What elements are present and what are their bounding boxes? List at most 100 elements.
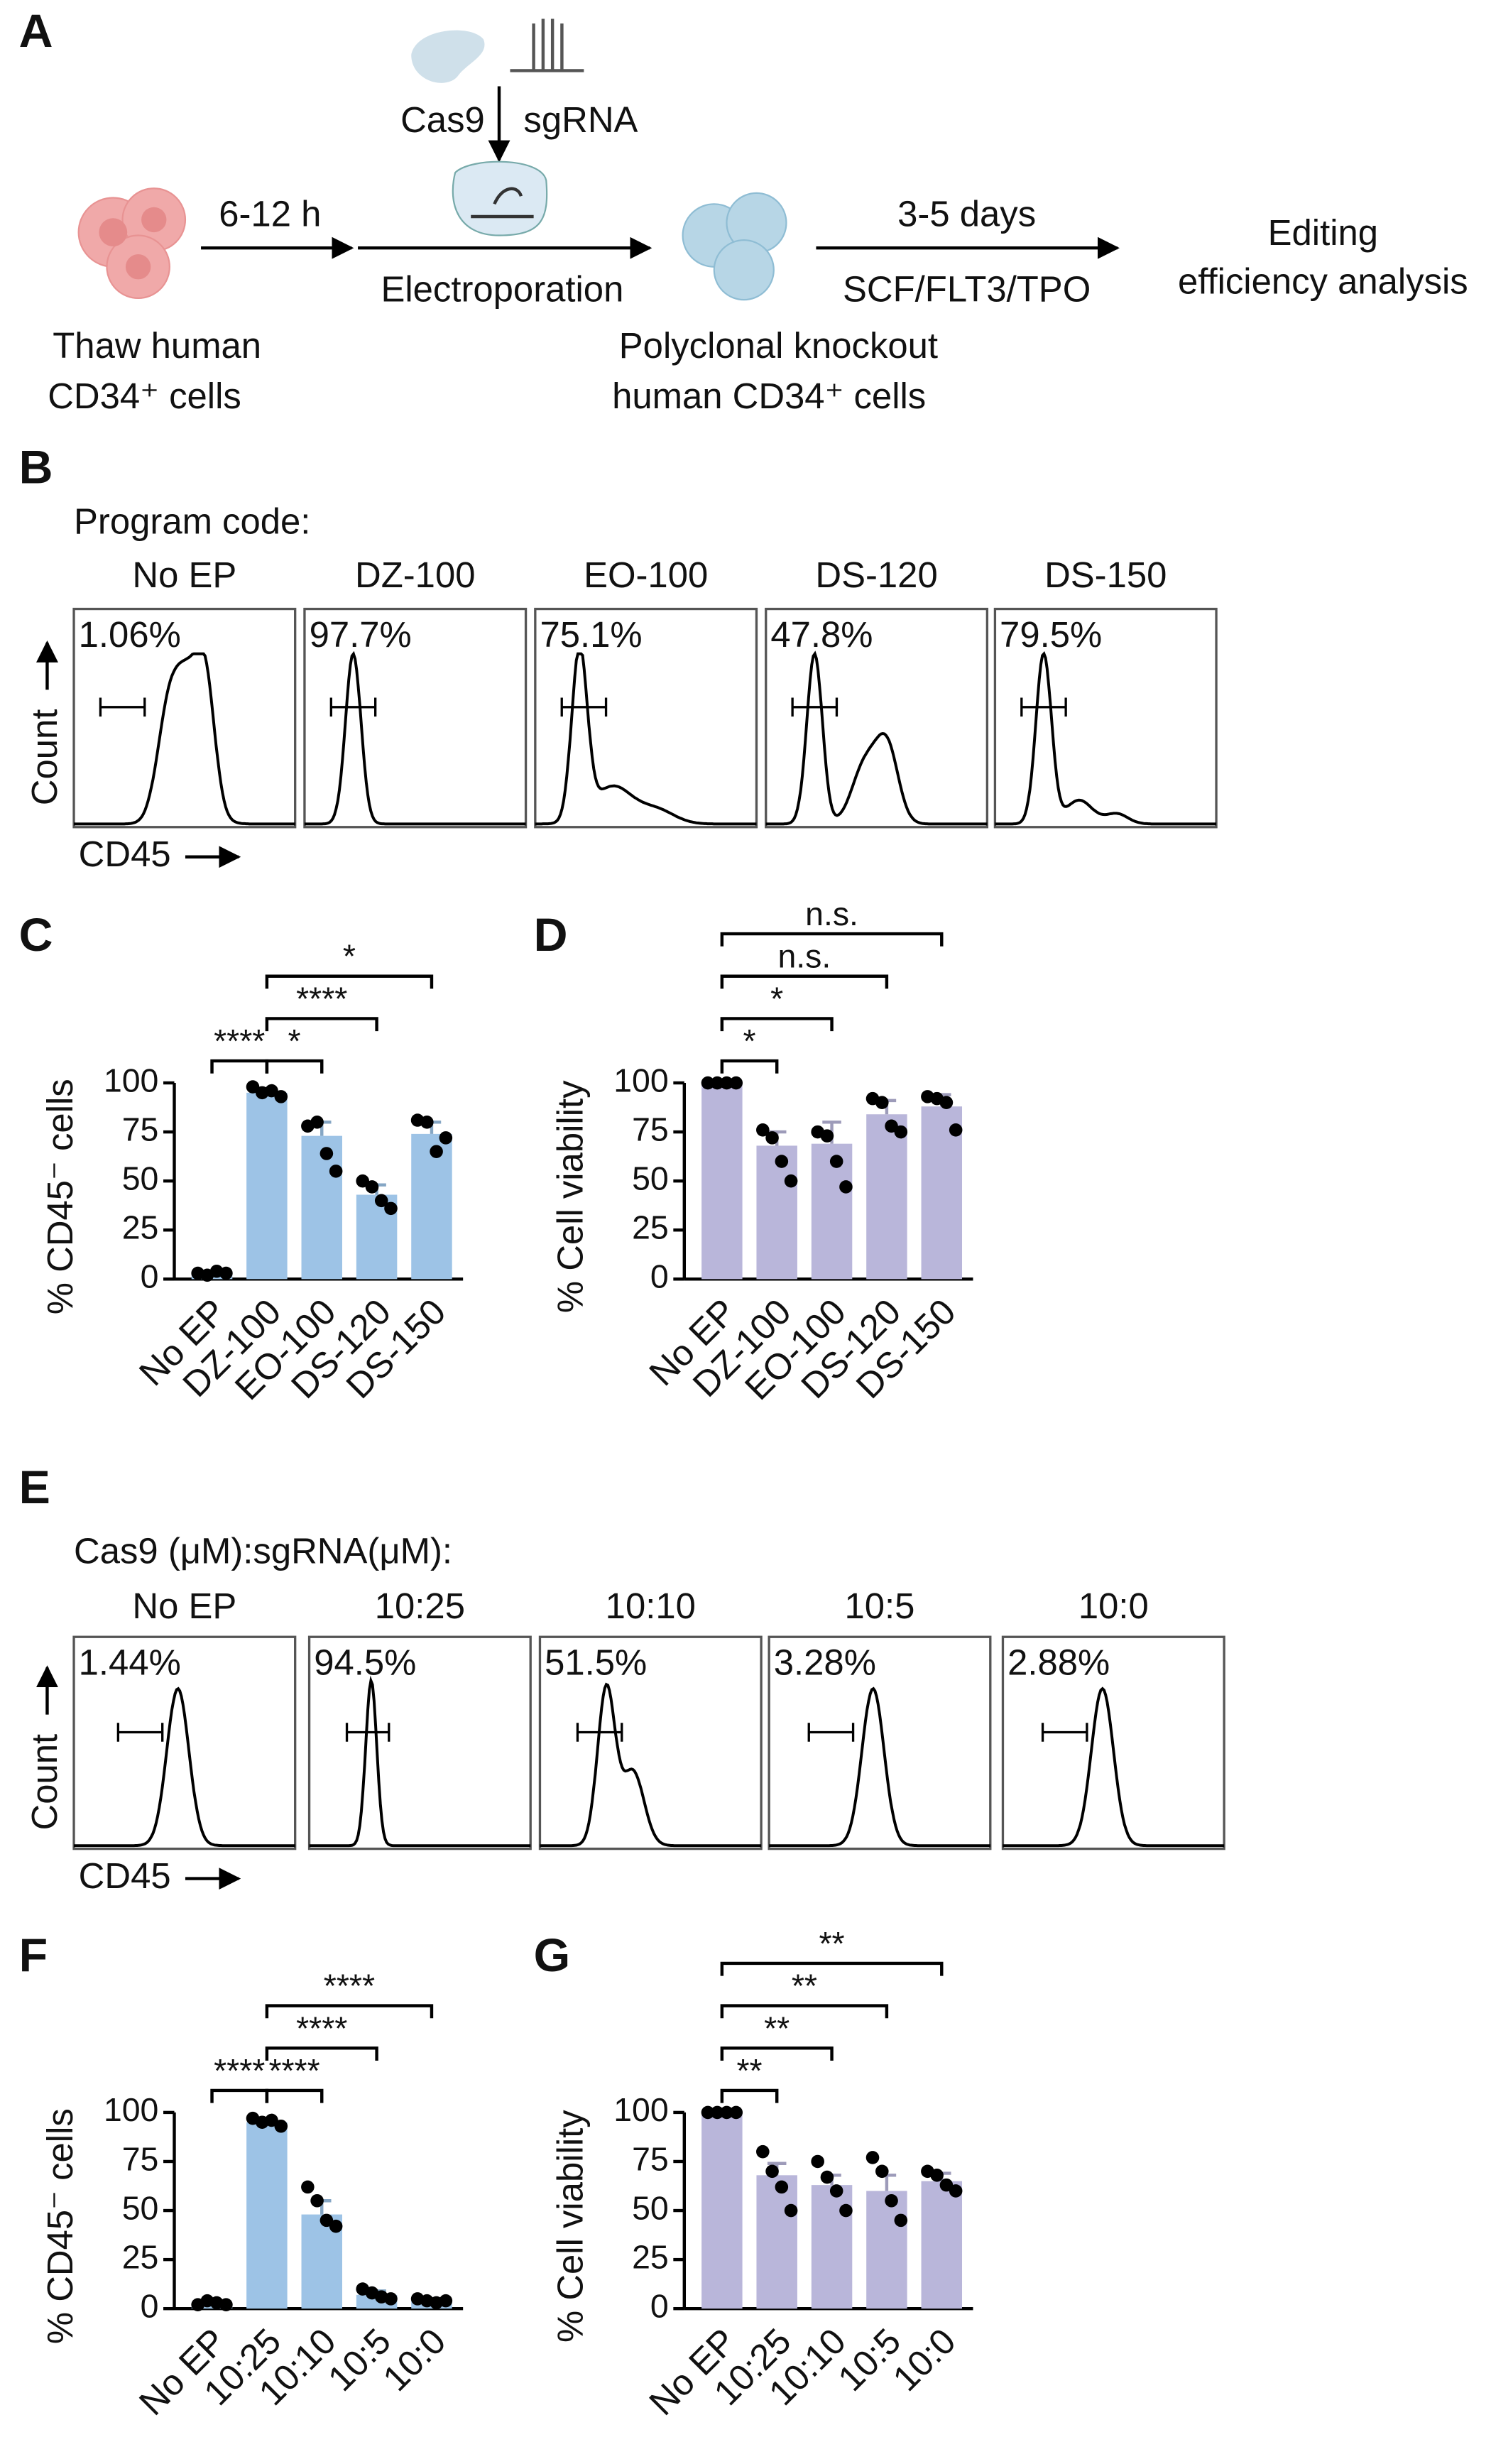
data-point [301, 2180, 315, 2194]
bar [811, 1143, 853, 1280]
y-tick-label: 75 [632, 1111, 669, 1147]
y-tick-label: 25 [122, 1209, 159, 1246]
flow-heading: Cas9 (μM):sgRNA(μM): [74, 1531, 452, 1571]
y-tick-label: 75 [122, 2140, 159, 2177]
flow-box [307, 1635, 532, 1850]
data-point [274, 2119, 288, 2133]
flow-box [993, 607, 1218, 829]
panel-label: D [534, 909, 568, 961]
significance-bracket [720, 1059, 779, 1074]
data-point [439, 1131, 453, 1145]
flow-y-label: Count [24, 709, 65, 806]
x-tick-label: 10:0 [885, 2321, 963, 2399]
histogram-curve [535, 652, 757, 826]
data-point [720, 1076, 733, 1090]
significance-bracket [265, 2088, 324, 2103]
data-point [310, 2193, 324, 2208]
flow-percent: 1.06% [79, 614, 181, 655]
data-point [885, 1119, 898, 1133]
start-text: Thaw human [53, 325, 261, 366]
data-point [320, 1147, 334, 1160]
y-tick-label: 100 [613, 1062, 668, 1099]
panel-label: G [534, 1929, 571, 1982]
data-point [811, 2154, 824, 2169]
significance-label: **** [214, 1023, 265, 1059]
flow-title: 10:10 [606, 1586, 696, 1626]
y-tick-label: 75 [122, 1111, 159, 1147]
histogram-curve [74, 1686, 295, 1848]
bar [756, 2175, 797, 2309]
significance-bracket [720, 2088, 779, 2103]
data-point [710, 2105, 724, 2120]
significance-bracket [720, 1017, 834, 1032]
flow-y-label: Count [24, 1734, 65, 1831]
data-point [784, 1174, 798, 1188]
flow-title: 10:25 [375, 1586, 465, 1626]
x-tick-label: 10:0 [375, 2321, 453, 2399]
data-point [839, 1180, 853, 1194]
reagent: sgRNA [523, 99, 638, 140]
y-tick-label: 0 [650, 1258, 669, 1295]
significance-label: * [770, 980, 783, 1017]
data-point [701, 2105, 715, 2120]
data-point [765, 1131, 779, 1145]
gate [116, 1723, 164, 1742]
bar [756, 1145, 797, 1280]
bar [246, 2122, 288, 2309]
flow-x-label: CD45 [79, 834, 171, 874]
gate [99, 697, 146, 717]
panel-label: B [19, 442, 53, 494]
data-point [765, 2164, 779, 2179]
significance-label: **** [324, 1968, 375, 2005]
data-point [219, 1266, 233, 1280]
flow-title: DZ-100 [355, 555, 476, 595]
flow-percent: 51.5% [545, 1642, 647, 1682]
gate [560, 697, 608, 717]
panel-label: C [19, 909, 53, 961]
significance-bracket [720, 974, 889, 989]
histogram-curve [540, 1682, 762, 1848]
end-text: efficiency analysis [1178, 261, 1468, 301]
gate [807, 1723, 855, 1742]
data-point [930, 2169, 944, 2182]
flow-box [303, 607, 528, 829]
data-point [784, 2203, 798, 2218]
significance-bracket [265, 2004, 434, 2019]
data-point [939, 1096, 954, 1109]
significance-label: n.s. [805, 895, 858, 932]
y-tick-label: 50 [122, 1160, 159, 1196]
data-point [894, 1125, 908, 1139]
step: 3-5 days [897, 193, 1036, 234]
y-axis-label: % Cell viability [550, 1080, 590, 1313]
y-tick-label: 25 [632, 2238, 669, 2275]
data-point [865, 2151, 880, 2164]
data-point [310, 1116, 324, 1129]
data-point [329, 1165, 343, 1178]
data-point [374, 1194, 388, 1208]
flow-title: 10:5 [845, 1586, 915, 1626]
significance-bracket [720, 2004, 889, 2019]
panel-label: E [19, 1461, 50, 1514]
data-point [949, 1123, 963, 1137]
flow-title: 10:0 [1078, 1586, 1149, 1626]
bar [246, 1092, 288, 1280]
bar [411, 1133, 452, 1280]
data-point [775, 2180, 789, 2194]
data-point [756, 2144, 770, 2159]
y-axis-label: % CD45⁻ cells [40, 1079, 80, 1314]
data-point [729, 2105, 743, 2120]
data-point [756, 1123, 770, 1137]
data-point [820, 1129, 834, 1143]
flow-percent: 94.5% [314, 1642, 416, 1682]
data-point [839, 2203, 853, 2218]
y-tick-label: 25 [632, 1209, 669, 1246]
flow-title: DS-150 [1044, 555, 1167, 595]
data-point [356, 1174, 369, 1188]
significance-label: ** [792, 1968, 817, 2005]
significance-label: ** [819, 1925, 844, 1962]
gate [345, 1723, 390, 1742]
flow-percent: 97.7% [310, 614, 412, 655]
flow-box [765, 607, 989, 829]
reagent: Cas9 [400, 99, 485, 140]
